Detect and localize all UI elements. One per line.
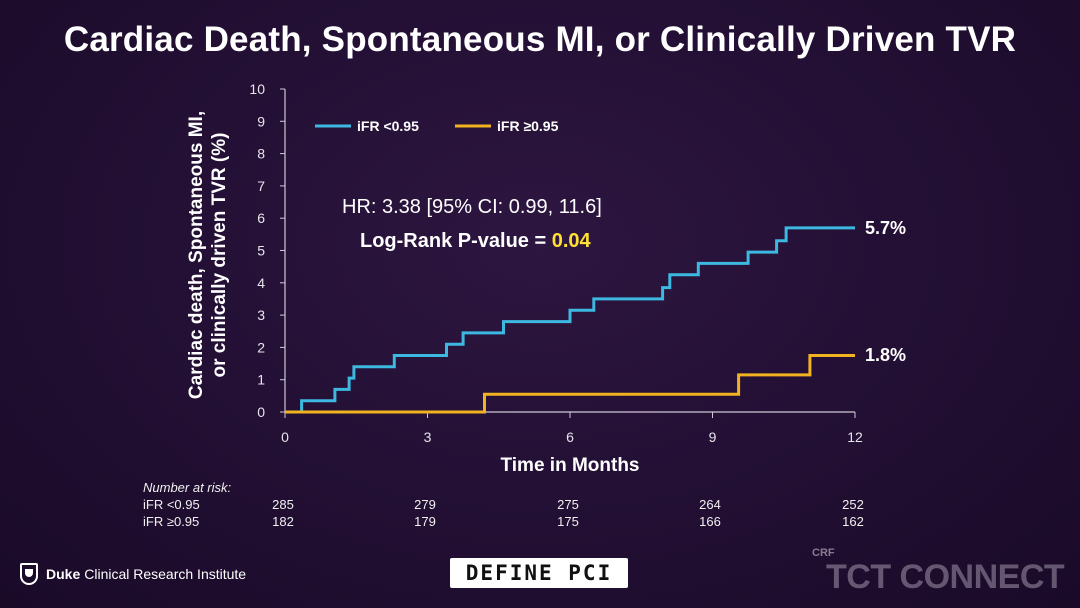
x-tick-label: 6 <box>566 429 574 445</box>
duke-shield-icon <box>20 563 38 585</box>
duke-logo: Duke Clinical Research Institute <box>20 563 246 585</box>
y-axis-label: Cardiac death, Spontaneous MI, or clinic… <box>186 110 230 400</box>
series-line-1 <box>285 354 855 414</box>
y-tick-label: 1 <box>257 372 265 388</box>
risk-value: 275 <box>557 497 579 512</box>
risk-row-label-ifr-high: iFR ≥0.95 <box>143 514 200 529</box>
y-tick-label: 0 <box>257 404 265 420</box>
define-pci-logo: DEFINE PCI <box>450 558 628 588</box>
risk-value: 179 <box>414 514 436 529</box>
crf-logo: CRF <box>812 547 835 559</box>
x-tick-label: 12 <box>847 429 863 445</box>
y-tick-label: 3 <box>257 307 265 323</box>
tct-connect-logo: TCT CONNECT <box>826 558 1065 596</box>
y-tick-label: 2 <box>257 339 265 355</box>
risk-value: 162 <box>842 514 864 529</box>
y-tick-label: 5 <box>257 243 265 259</box>
y-tick-label: 7 <box>257 178 265 194</box>
logrank-prefix: Log-Rank P-value = <box>360 230 552 252</box>
risk-value: 166 <box>699 514 721 529</box>
end-label-ifr-low: 5.7% <box>865 218 907 238</box>
end-label-ifr-high: 1.8% <box>865 345 907 365</box>
risk-value: 279 <box>414 497 436 512</box>
duke-wordmark: Duke <box>46 566 81 582</box>
logrank-p-value: 0.04 <box>551 230 591 252</box>
risk-value: 175 <box>557 514 579 529</box>
risk-value: 285 <box>272 497 294 512</box>
y-tick-label: 10 <box>249 81 265 97</box>
x-tick-label: 0 <box>281 429 289 445</box>
risk-table-title: Number at risk: <box>143 480 232 495</box>
y-tick-label: 9 <box>257 113 265 129</box>
hazard-ratio-text: HR: 3.38 [95% CI: 0.99, 11.6] <box>342 196 602 218</box>
risk-row-label-ifr-low: iFR <0.95 <box>143 497 200 512</box>
x-tick-label: 9 <box>709 429 717 445</box>
risk-value: 182 <box>272 514 294 529</box>
legend-label-0: iFR <0.95 <box>357 118 419 134</box>
series-line-0 <box>285 226 855 414</box>
legend-label-1: iFR ≥0.95 <box>497 118 559 134</box>
risk-value: 252 <box>842 497 864 512</box>
y-tick-label: 8 <box>257 146 265 162</box>
institute-name: Clinical Research Institute <box>84 566 247 582</box>
x-tick-label: 3 <box>424 429 432 445</box>
x-axis-label: Time in Months <box>500 455 640 476</box>
risk-value: 264 <box>699 497 721 512</box>
y-tick-label: 6 <box>257 210 265 226</box>
slide-title: Cardiac Death, Spontaneous MI, or Clinic… <box>63 20 1017 59</box>
y-tick-label: 4 <box>257 275 265 291</box>
logrank-text: Log-Rank P-value = 0.04 <box>360 230 591 253</box>
